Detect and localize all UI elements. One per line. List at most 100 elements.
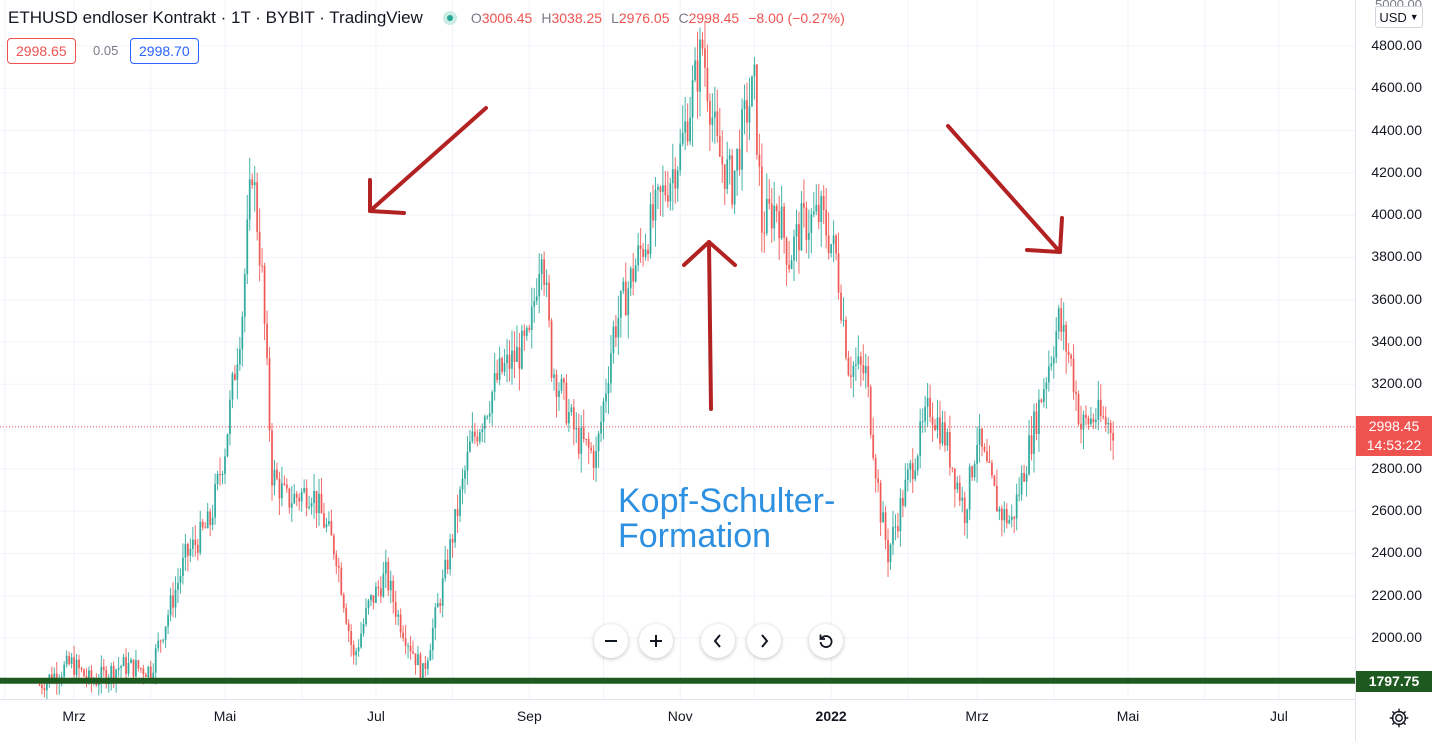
candle-body <box>1057 308 1060 332</box>
candle-body <box>998 508 1001 512</box>
sell-price-button[interactable]: 2998.65 <box>7 38 76 64</box>
price-tick-label: 3800.00 <box>1371 248 1422 265</box>
scroll-left-button[interactable] <box>701 624 735 658</box>
time-axis-separator <box>0 699 1356 700</box>
candle-body <box>419 654 422 679</box>
candle-body <box>580 427 583 454</box>
candle-body <box>619 291 622 318</box>
buy-price-button[interactable]: 2998.70 <box>130 38 199 64</box>
candle-body <box>152 672 155 679</box>
market-status-icon[interactable] <box>442 11 457 25</box>
candle-body <box>149 666 152 679</box>
candle-body <box>948 432 951 468</box>
candle-body <box>684 121 687 133</box>
candle-body <box>577 427 580 454</box>
minus-icon <box>605 640 617 642</box>
candle-body <box>995 485 998 512</box>
candle-body <box>78 659 80 669</box>
candle-body <box>671 169 674 184</box>
candle-body <box>597 433 600 452</box>
candle-body <box>162 639 165 642</box>
candle-body <box>835 235 837 254</box>
scroll-right-button[interactable] <box>747 624 781 658</box>
arrow-left-shoulder-head <box>368 178 406 215</box>
candle-body <box>825 209 828 236</box>
candle-body <box>904 479 907 506</box>
candle-body <box>293 493 296 504</box>
candle-body <box>424 663 427 669</box>
candle-body <box>887 539 889 563</box>
candle-body <box>1102 415 1105 418</box>
reset-chart-button[interactable] <box>809 624 843 658</box>
candle-body <box>785 237 788 265</box>
candle-body <box>528 327 531 330</box>
candle-body <box>760 166 763 233</box>
candle-body <box>1013 516 1016 519</box>
candle-body <box>770 203 773 229</box>
gear-icon[interactable] <box>1388 707 1410 729</box>
currency-label: USD <box>1379 9 1407 25</box>
candle-body <box>550 320 553 378</box>
candle-body <box>679 143 682 171</box>
candle-body <box>335 554 338 567</box>
candle-body <box>540 259 543 274</box>
zoom-out-button[interactable] <box>594 624 628 658</box>
arrow-right-shoulder-head <box>1025 216 1064 254</box>
candle-body <box>362 623 365 634</box>
candle-body <box>471 431 474 442</box>
candle-body <box>736 148 739 171</box>
currency-select[interactable]: USD ▼ <box>1375 6 1423 28</box>
candle-body <box>565 382 568 424</box>
candle-body <box>201 521 204 528</box>
candle-body <box>810 214 813 233</box>
price-tick-label: 2800.00 <box>1371 459 1422 476</box>
candle-body <box>909 463 912 470</box>
candle-body <box>988 461 991 463</box>
ohlc-close: C2998.45 <box>678 10 740 26</box>
candle-body <box>1089 418 1092 425</box>
candle-body <box>276 469 278 479</box>
ohlc-low: L2976.05 <box>611 10 670 26</box>
candle-body <box>936 417 939 431</box>
candle-body <box>877 478 880 484</box>
candle-body <box>815 204 818 212</box>
candle-body <box>775 205 778 212</box>
candle-body <box>229 399 231 435</box>
candle-body <box>516 347 518 362</box>
candle-body <box>503 363 506 372</box>
time-tick-label: 2022 <box>815 708 847 724</box>
candle-body <box>389 580 392 591</box>
candle-body <box>624 281 627 316</box>
zoom-in-button[interactable] <box>639 624 673 658</box>
candle-body <box>563 378 565 383</box>
candle-body <box>1109 422 1112 434</box>
candle-body <box>404 638 407 646</box>
time-tick-label: Nov <box>667 708 693 724</box>
candle-body <box>832 235 835 245</box>
candle-body <box>869 386 872 435</box>
candle-body <box>375 586 377 603</box>
candle-body <box>968 466 971 510</box>
candle-body <box>691 80 694 118</box>
candle-body <box>733 170 736 205</box>
candle-body <box>290 503 293 508</box>
candle-body <box>644 249 647 257</box>
candle-body <box>793 236 795 261</box>
candle-body <box>753 64 756 77</box>
chevron-left-icon <box>713 634 721 648</box>
candle-body <box>172 595 174 608</box>
price-axis-separator <box>1355 0 1356 741</box>
candle-body <box>906 469 909 480</box>
reset-icon <box>819 634 833 648</box>
candle-body <box>756 64 758 155</box>
candle-body <box>211 517 214 526</box>
candle-body <box>75 659 78 676</box>
candle-body <box>607 383 610 394</box>
symbol-title[interactable]: ETHUSD endloser Kontrakt · 1T · BYBIT · … <box>8 8 423 27</box>
candle-body <box>610 353 612 384</box>
candle-body <box>661 185 664 192</box>
candle-body <box>439 603 442 606</box>
candle-body <box>704 48 706 68</box>
